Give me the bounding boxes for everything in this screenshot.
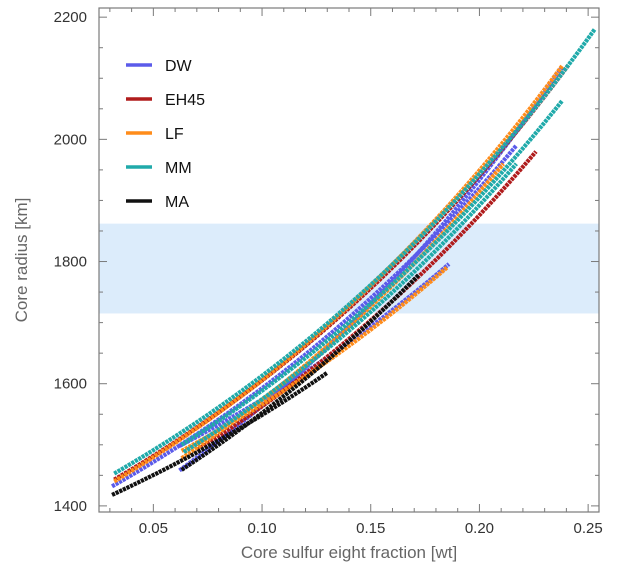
- shaded-band: [99, 223, 599, 314]
- y-tick-label: 1600: [54, 376, 87, 393]
- legend-label-dw: DW: [165, 58, 193, 75]
- x-axis-title: Core sulfur eight fraction [wt]: [241, 543, 457, 562]
- y-tick-label: 2000: [54, 131, 87, 148]
- x-tick-label: 0.15: [356, 520, 385, 537]
- legend: DW EH45 LF MM MA: [126, 58, 205, 211]
- x-tick-label: 0.10: [247, 520, 276, 537]
- legend-label-eh45: EH45: [165, 92, 205, 109]
- legend-label-mm: MM: [165, 160, 192, 177]
- x-tick-label: 0.25: [574, 520, 603, 537]
- series-ma: [111, 273, 421, 497]
- legend-label-ma: MA: [165, 194, 189, 211]
- y-axis-title: Core radius [km]: [12, 198, 31, 323]
- y-tick-label: 1800: [54, 254, 87, 271]
- series-mm: [113, 28, 597, 476]
- series-eh45-curve-2: [195, 150, 538, 453]
- series-ma-curve-2: [180, 273, 421, 472]
- series-mm-curve-3: [182, 162, 518, 454]
- x-tick-label: 0.20: [465, 520, 494, 537]
- y-tick-label: 2200: [54, 9, 87, 26]
- y-tick-label: 1400: [54, 498, 87, 515]
- x-tick-label: 0.05: [139, 520, 168, 537]
- legend-label-lf: LF: [165, 126, 184, 143]
- series-mm-curve-2: [180, 99, 564, 447]
- series-mm-curve-1: [113, 28, 597, 476]
- series-ma-curve-1: [111, 370, 329, 497]
